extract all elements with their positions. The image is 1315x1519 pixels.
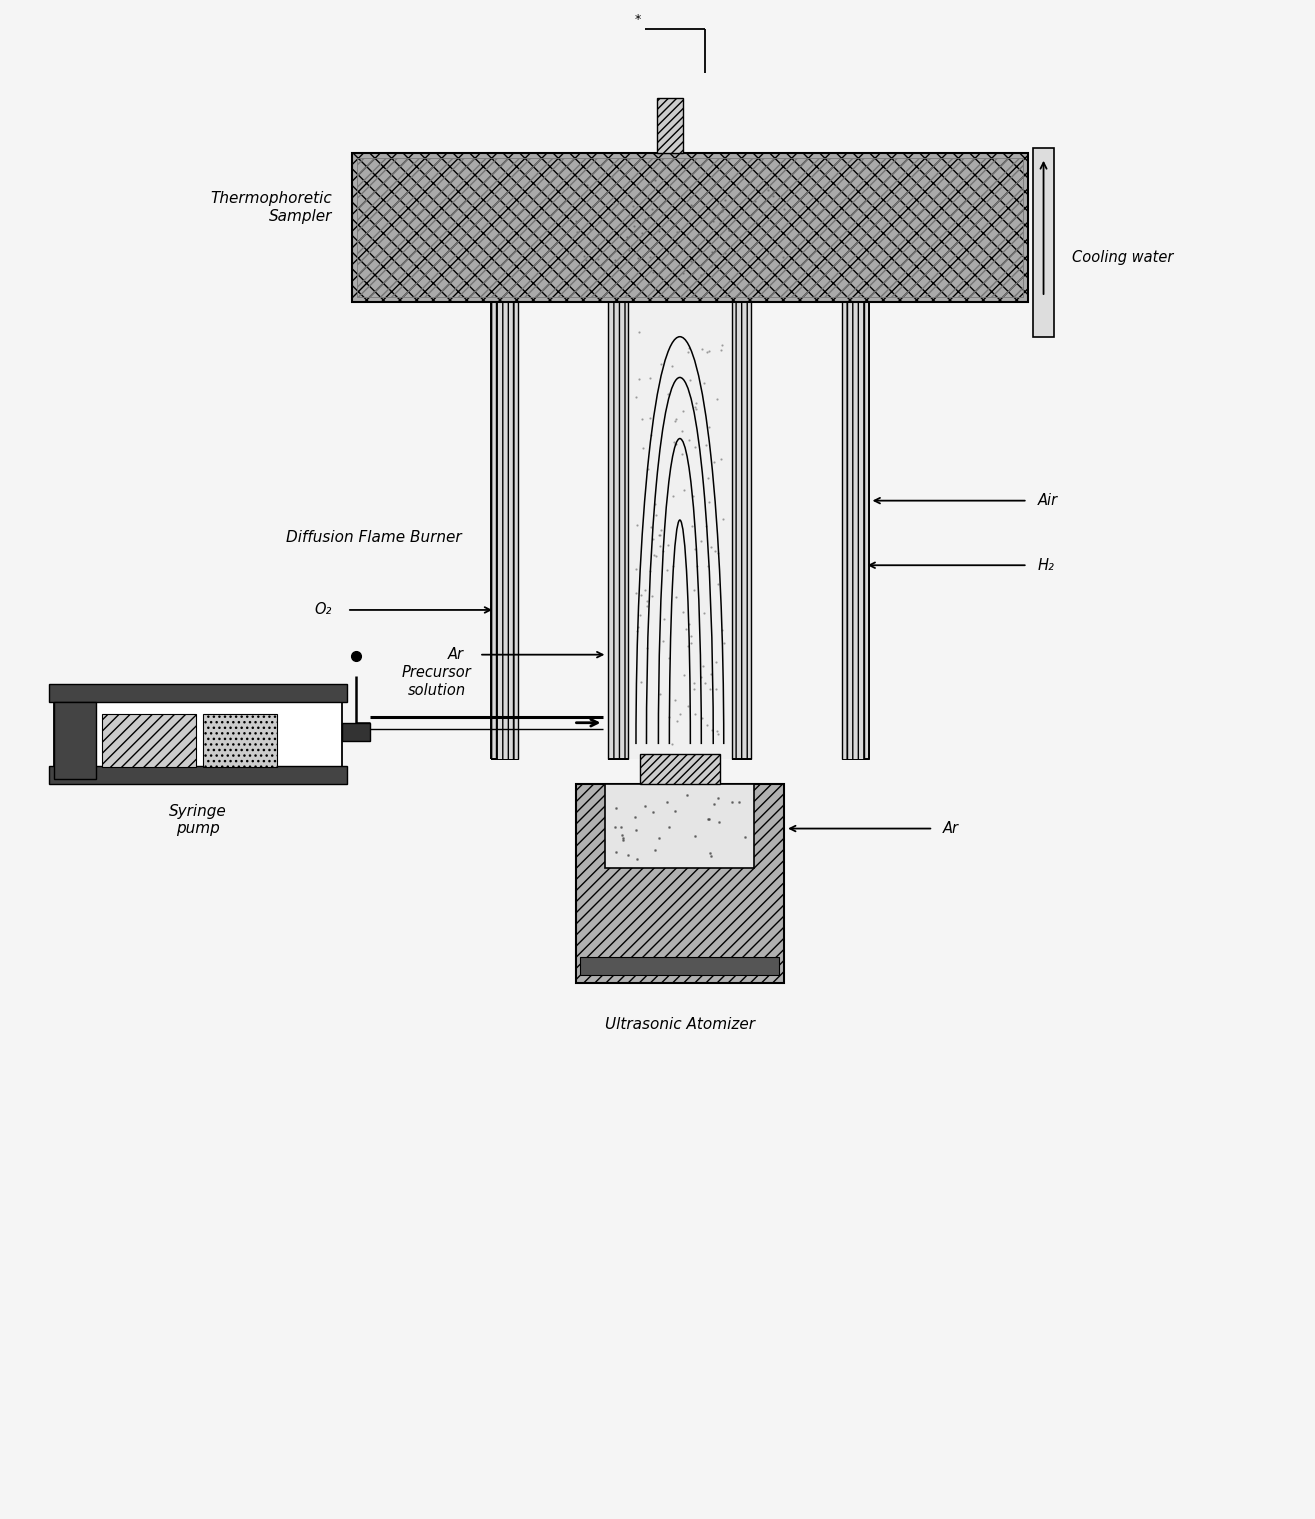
Bar [101, 714, 196, 767]
Bar [203, 714, 277, 767]
Bar [342, 723, 370, 741]
Bar [496, 302, 518, 760]
Bar [640, 753, 719, 784]
Bar [576, 784, 784, 983]
Bar [580, 957, 780, 975]
Circle shape [638, 161, 722, 245]
Text: H₂: H₂ [1038, 557, 1055, 573]
Text: Ar: Ar [943, 822, 959, 835]
Text: Ar: Ar [448, 647, 464, 662]
Bar [731, 302, 751, 760]
Text: Precursor
solution: Precursor solution [402, 665, 472, 697]
Circle shape [677, 231, 722, 273]
Bar [54, 702, 96, 779]
Circle shape [638, 231, 682, 273]
Bar [49, 766, 347, 784]
Circle shape [602, 175, 677, 251]
Bar [648, 760, 658, 784]
Circle shape [719, 213, 780, 272]
Bar [356, 158, 1023, 296]
Circle shape [710, 237, 759, 287]
Bar [842, 302, 864, 760]
Bar [54, 702, 342, 779]
Text: Syringe
pump: Syringe pump [170, 804, 226, 835]
Text: Cooling water: Cooling water [1072, 249, 1174, 264]
Bar [490, 302, 513, 760]
Bar [702, 760, 711, 784]
Text: Thermophoretic
Sampler: Thermophoretic Sampler [210, 191, 333, 223]
Bar [352, 153, 1027, 302]
Text: *: * [635, 12, 642, 26]
Bar [658, 99, 682, 153]
Bar [605, 784, 755, 869]
Text: O₂: O₂ [314, 603, 333, 617]
Bar [609, 302, 629, 760]
Bar [629, 302, 731, 760]
Bar [49, 685, 347, 702]
Circle shape [685, 182, 755, 252]
Bar [1032, 147, 1055, 337]
Text: Ultrasonic Atomizer: Ultrasonic Atomizer [605, 1018, 755, 1033]
Bar [847, 302, 869, 760]
Text: Air: Air [1038, 494, 1057, 509]
Text: Diffusion Flame Burner: Diffusion Flame Burner [285, 530, 462, 545]
Circle shape [579, 205, 642, 269]
Circle shape [601, 237, 650, 287]
